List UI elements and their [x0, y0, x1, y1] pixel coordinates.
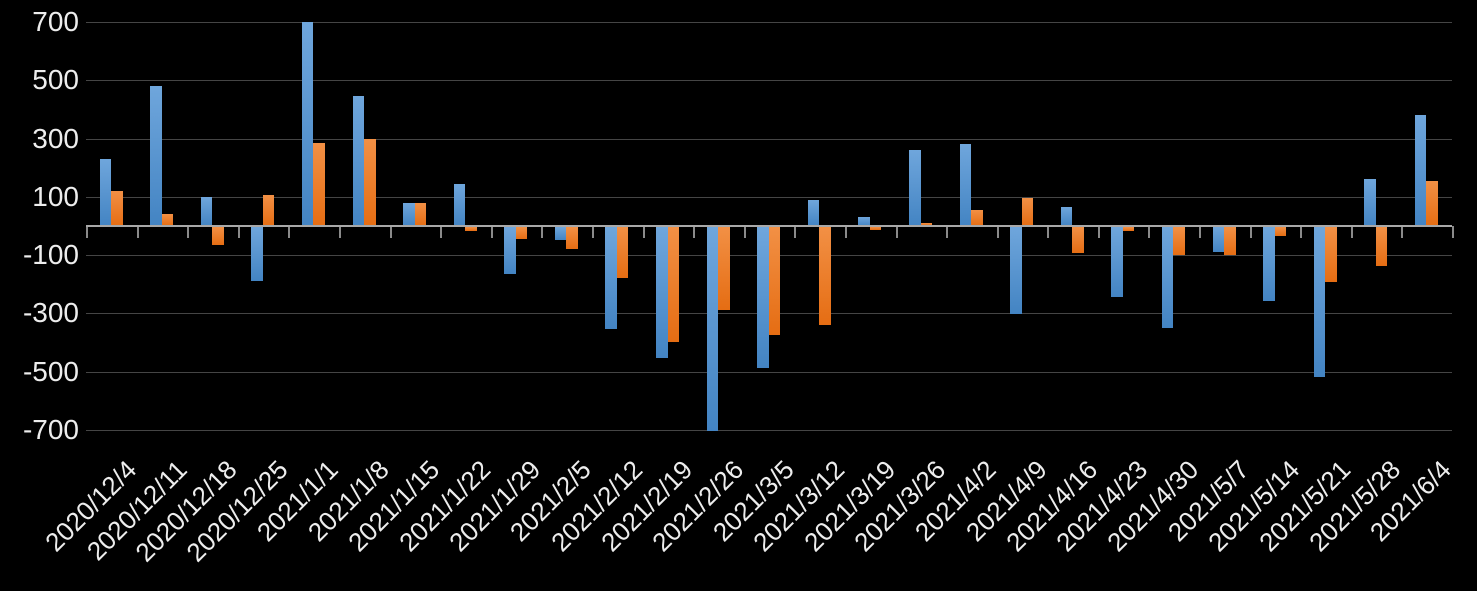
x-axis-tick [1452, 226, 1454, 238]
x-axis-line [86, 225, 1452, 227]
bar-blue-series-2020/12/11[interactable] [150, 86, 162, 226]
bar-orange-series-2021/3/19[interactable] [869, 227, 882, 230]
bar-orange-series-2021/4/23[interactable] [1122, 227, 1135, 232]
bar-blue-series-2021/6/4[interactable] [1414, 115, 1427, 226]
x-axis-tick [743, 226, 746, 238]
bar-blue-series-2021/3/19[interactable] [858, 217, 870, 226]
bar-orange-series-2020/12/11[interactable] [161, 214, 174, 226]
y-gridline [86, 196, 1452, 198]
bar-orange-series-2020/12/18[interactable] [212, 227, 224, 245]
bar-orange-series-2021/1/1[interactable] [313, 142, 325, 226]
x-axis-tick [440, 226, 443, 238]
bar-blue-series-2021/2/5[interactable] [554, 227, 567, 241]
bar-blue-series-2021/1/29[interactable] [504, 227, 516, 274]
y-gridline [86, 138, 1452, 140]
x-axis-tick [591, 226, 594, 238]
x-axis-tick [1148, 226, 1151, 238]
bar-orange-series-2021/4/2[interactable] [971, 210, 983, 226]
bar-blue-series-2021/1/22[interactable] [453, 183, 466, 226]
bar-orange-series-2021/2/19[interactable] [667, 227, 679, 343]
bar-orange-series-2021/2/12[interactable] [616, 227, 629, 278]
bar-orange-series-2021/1/22[interactable] [465, 227, 477, 232]
y-axis-tick-label: 500 [32, 64, 79, 96]
y-gridline [86, 22, 1452, 23]
bar-orange-series-2021/5/7[interactable] [1224, 227, 1236, 255]
bar-blue-series-2021/4/2[interactable] [959, 144, 972, 226]
x-axis-tick [490, 226, 493, 238]
bar-orange-series-2021/3/12[interactable] [819, 227, 831, 325]
bar-blue-series-2021/3/12[interactable] [807, 199, 820, 226]
y-axis-tick-label: 100 [32, 180, 79, 212]
bar-blue-series-2021/5/14[interactable] [1263, 227, 1275, 302]
x-axis-tick [996, 226, 999, 238]
bar-orange-series-2021/4/30[interactable] [1173, 227, 1185, 255]
bar-orange-series-2021/1/8[interactable] [364, 138, 376, 226]
bar-orange-series-2021/3/26[interactable] [920, 223, 932, 226]
bar-blue-series-2021/5/21[interactable] [1313, 227, 1326, 378]
x-axis-tick [237, 226, 240, 238]
bar-blue-series-2020/12/25[interactable] [251, 227, 263, 281]
bar-blue-series-2021/3/5[interactable] [757, 227, 769, 369]
bar-blue-series-2021/4/30[interactable] [1161, 227, 1174, 328]
x-axis-tick [895, 226, 898, 238]
y-axis-tick-label: -700 [22, 414, 79, 445]
bar-orange-series-2020/12/4[interactable] [111, 191, 123, 226]
x-axis-tick [1401, 226, 1404, 238]
bar-blue-series-2021/1/15[interactable] [403, 202, 415, 226]
x-axis-tick [1350, 226, 1353, 238]
bar-blue-series-2020/12/4[interactable] [99, 159, 111, 226]
bar-blue-series-2021/2/19[interactable] [656, 227, 668, 359]
x-axis-tick [1047, 226, 1050, 238]
x-axis-tick [1249, 226, 1252, 238]
x-axis-tick [541, 226, 544, 238]
x-axis-tick [1097, 226, 1100, 238]
bar-blue-series-2021/2/26[interactable] [706, 227, 719, 431]
x-axis-tick [693, 226, 696, 238]
bar-blue-series-2021/4/9[interactable] [1010, 227, 1022, 315]
bar-blue-series-2020/12/18[interactable] [200, 196, 213, 226]
bar-blue-series-2021/5/28[interactable] [1364, 179, 1376, 226]
x-axis-tick [389, 226, 392, 238]
bar-orange-series-2021/1/15[interactable] [414, 202, 427, 226]
y-gridline [86, 371, 1452, 373]
bar-orange-series-2021/5/14[interactable] [1274, 227, 1287, 236]
bar-orange-series-2021/5/21[interactable] [1325, 227, 1337, 283]
x-axis-tick [339, 226, 341, 238]
x-axis-tick [642, 226, 645, 238]
bar-orange-series-2020/12/25[interactable] [262, 195, 275, 226]
y-axis-tick-label: -100 [22, 239, 79, 271]
x-axis-tick [288, 226, 291, 238]
x-axis-tick [1199, 226, 1201, 238]
bar-orange-series-2021/5/28[interactable] [1375, 227, 1388, 267]
x-axis-tick [86, 226, 88, 238]
bar-blue-series-2021/3/26[interactable] [909, 150, 921, 226]
bar-orange-series-2021/4/16[interactable] [1072, 227, 1084, 254]
bar-blue-series-2021/4/23[interactable] [1111, 227, 1123, 297]
y-axis-tick-label: -500 [22, 355, 79, 387]
x-axis-tick [187, 226, 190, 238]
x-axis-tick [946, 226, 949, 238]
x-axis-tick [1300, 226, 1303, 238]
bar-orange-series-2021/6/4[interactable] [1426, 180, 1438, 226]
bar-orange-series-2021/4/9[interactable] [1021, 198, 1034, 226]
bar-orange-series-2021/2/26[interactable] [718, 227, 730, 311]
bar-orange-series-2021/1/29[interactable] [515, 227, 528, 239]
y-axis-tick-label: 300 [32, 122, 79, 154]
bar-blue-series-2021/4/16[interactable] [1060, 207, 1073, 226]
bar-blue-series-2021/2/12[interactable] [605, 227, 617, 329]
x-axis-tick [794, 226, 797, 238]
y-gridline [86, 430, 1452, 431]
y-axis-tick-label: 700 [32, 6, 79, 37]
bar-blue-series-2021/1/1[interactable] [301, 22, 314, 226]
bar-blue-series-2021/5/7[interactable] [1212, 227, 1224, 252]
y-gridline [86, 80, 1452, 82]
x-axis-tick [844, 226, 847, 238]
x-axis-tick [136, 226, 139, 238]
y-axis-tick-label: -300 [22, 297, 79, 329]
bar-orange-series-2021/2/5[interactable] [566, 227, 578, 249]
bar-orange-series-2021/3/5[interactable] [768, 227, 781, 335]
bar-blue-series-2021/1/8[interactable] [352, 96, 364, 226]
